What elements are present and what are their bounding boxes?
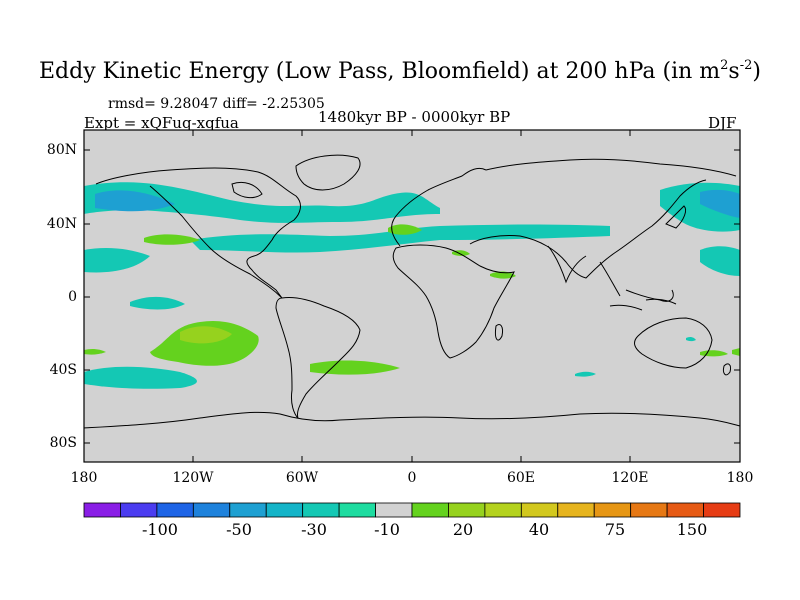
colorbar [83,502,741,518]
field-cyan-small [686,336,696,342]
x-tick-label: 180 [70,470,98,486]
colorbar-swatch [120,502,158,518]
colorbar-label: -50 [226,520,252,539]
x-tick-label: 0 [407,470,417,486]
season-label: DJF [708,114,737,132]
field-south-cyan-3 [575,371,596,377]
colorbar-label: -30 [301,520,327,539]
colorbar-swatch [156,502,194,518]
coast-indonesia [609,298,677,311]
field-north-pacific-band [84,182,440,223]
period-label: 1480kyr BP - 0000kyr BP [318,108,511,126]
axis-ticks [84,130,740,462]
coast-europe [391,167,487,247]
y-tick-label: 40N [46,216,77,232]
coast-australia [634,317,713,369]
colorbar-label: 75 [604,520,626,539]
colorbar-swatch [520,502,559,518]
coast-south-america [275,297,361,419]
field-east-pacific-tail [700,246,740,276]
x-tick-label: 120W [172,470,214,486]
coastlines [83,154,741,429]
colorbar-swatch [703,502,741,518]
coast-india [547,245,587,284]
coast-japan [665,205,687,229]
colorbar-swatch [229,502,267,518]
colorbar-label: 20 [452,520,474,539]
coast-new-zealand [723,363,731,376]
colorbar-label: 40 [528,520,550,539]
field-green-eastafrica [490,271,516,279]
field-far-west [84,248,150,273]
field-north-pacific-core [95,190,175,212]
field-south-green-4 [84,348,106,355]
colorbar-swatch [338,502,376,518]
stats-text: rmsd= 9.28047 diff= -2.25305 [108,96,325,112]
colorbar-swatch [265,502,304,518]
anomaly-fields [84,182,740,389]
y-tick-label: 40S [49,362,77,378]
coast-madagascar [495,323,503,341]
colorbar-swatch [192,502,231,518]
x-tick-label: 60W [285,470,319,486]
field-south-green-2 [310,360,400,375]
colorbar-swatch [448,502,486,518]
colorbar-label: 150 [676,520,708,539]
field-south-green-3 [700,350,728,357]
colorbar-swatch [630,502,668,518]
colorbar-swatch [411,502,449,518]
colorbar-swatch [557,502,595,518]
y-tick-label: 80S [49,435,77,451]
colorbar-label: -10 [374,520,400,539]
chart-title: Eddy Kinetic Energy (Low Pass, Bloomfiel… [39,58,761,84]
coast-na-west [149,185,283,299]
coast-hudson [231,181,263,199]
x-tick-label: 180 [726,470,754,486]
field-green-west [144,234,200,245]
field-south-green-large [150,320,259,366]
field-south-cyan-2 [84,366,197,389]
map-background [84,130,740,462]
field-subtropical-band [190,224,610,253]
field-south-cyan-1 [130,296,185,310]
colorbar-swatch [666,502,704,518]
colorbar-swatch [302,502,340,518]
coast-asia [469,158,737,279]
colorbar-swatch [593,502,632,518]
colorbar-swatch [484,502,522,518]
coast-north-america [95,167,301,299]
field-west-pacific-core [700,189,740,218]
y-tick-label: 0 [68,289,77,305]
x-tick-label: 120E [611,470,649,486]
colorbar-swatch [375,502,413,518]
colorbar-label: -100 [142,520,178,539]
x-tick-label: 60E [506,470,536,486]
field-south-green-core [180,326,232,344]
experiment-label: Expt = xQFuq-xqfua [84,114,239,132]
field-green-atlantic [388,224,422,235]
coast-antarctica [83,411,741,429]
coast-greenland [295,154,361,191]
field-south-green-5 [732,348,740,356]
coast-africa [392,244,515,359]
colorbar-swatch [83,502,121,518]
y-tick-label: 80N [46,142,77,158]
